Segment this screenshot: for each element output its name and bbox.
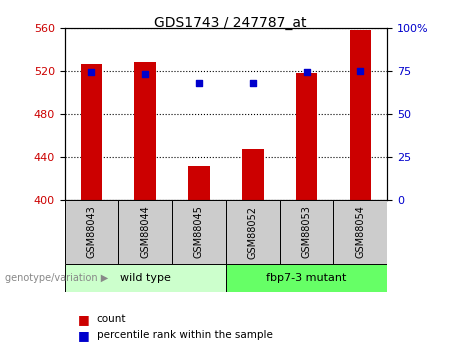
- FancyBboxPatch shape: [172, 200, 226, 264]
- Text: GSM88045: GSM88045: [194, 206, 204, 258]
- Bar: [296, 73, 317, 200]
- FancyBboxPatch shape: [118, 200, 172, 264]
- Point: [303, 70, 310, 75]
- FancyBboxPatch shape: [280, 200, 333, 264]
- Text: ■: ■: [78, 329, 90, 342]
- Point: [88, 70, 95, 75]
- Text: fbp7-3 mutant: fbp7-3 mutant: [266, 273, 347, 283]
- Text: count: count: [97, 314, 126, 324]
- Bar: [188, 166, 210, 200]
- Text: GSM88053: GSM88053: [301, 206, 312, 258]
- Point: [249, 80, 256, 86]
- Bar: [135, 62, 156, 200]
- Bar: [81, 64, 102, 200]
- Point: [357, 68, 364, 73]
- FancyBboxPatch shape: [333, 200, 387, 264]
- FancyBboxPatch shape: [65, 264, 226, 292]
- FancyBboxPatch shape: [226, 200, 280, 264]
- Point: [195, 80, 203, 86]
- Text: wild type: wild type: [120, 273, 171, 283]
- Text: percentile rank within the sample: percentile rank within the sample: [97, 331, 273, 340]
- Text: ■: ■: [78, 313, 90, 326]
- Text: GSM88043: GSM88043: [86, 206, 96, 258]
- FancyBboxPatch shape: [65, 200, 118, 264]
- Text: GSM88052: GSM88052: [248, 206, 258, 258]
- Point: [142, 71, 149, 77]
- Text: GSM88044: GSM88044: [140, 206, 150, 258]
- Bar: [242, 149, 264, 200]
- Text: genotype/variation ▶: genotype/variation ▶: [5, 274, 108, 283]
- Text: GSM88054: GSM88054: [355, 206, 366, 258]
- Text: GDS1743 / 247787_at: GDS1743 / 247787_at: [154, 16, 307, 30]
- FancyBboxPatch shape: [226, 264, 387, 292]
- Bar: [349, 30, 371, 200]
